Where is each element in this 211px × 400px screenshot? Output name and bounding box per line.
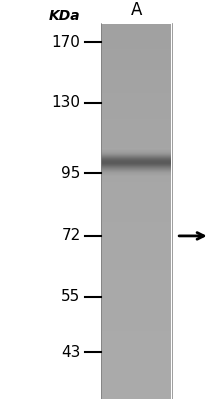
Text: 130: 130 bbox=[51, 95, 81, 110]
Text: 170: 170 bbox=[52, 35, 81, 50]
Text: 95: 95 bbox=[61, 166, 81, 181]
Text: 43: 43 bbox=[61, 345, 81, 360]
Text: KDa: KDa bbox=[49, 9, 81, 23]
Text: A: A bbox=[131, 0, 142, 18]
Text: 72: 72 bbox=[61, 228, 81, 244]
Text: 55: 55 bbox=[61, 289, 81, 304]
